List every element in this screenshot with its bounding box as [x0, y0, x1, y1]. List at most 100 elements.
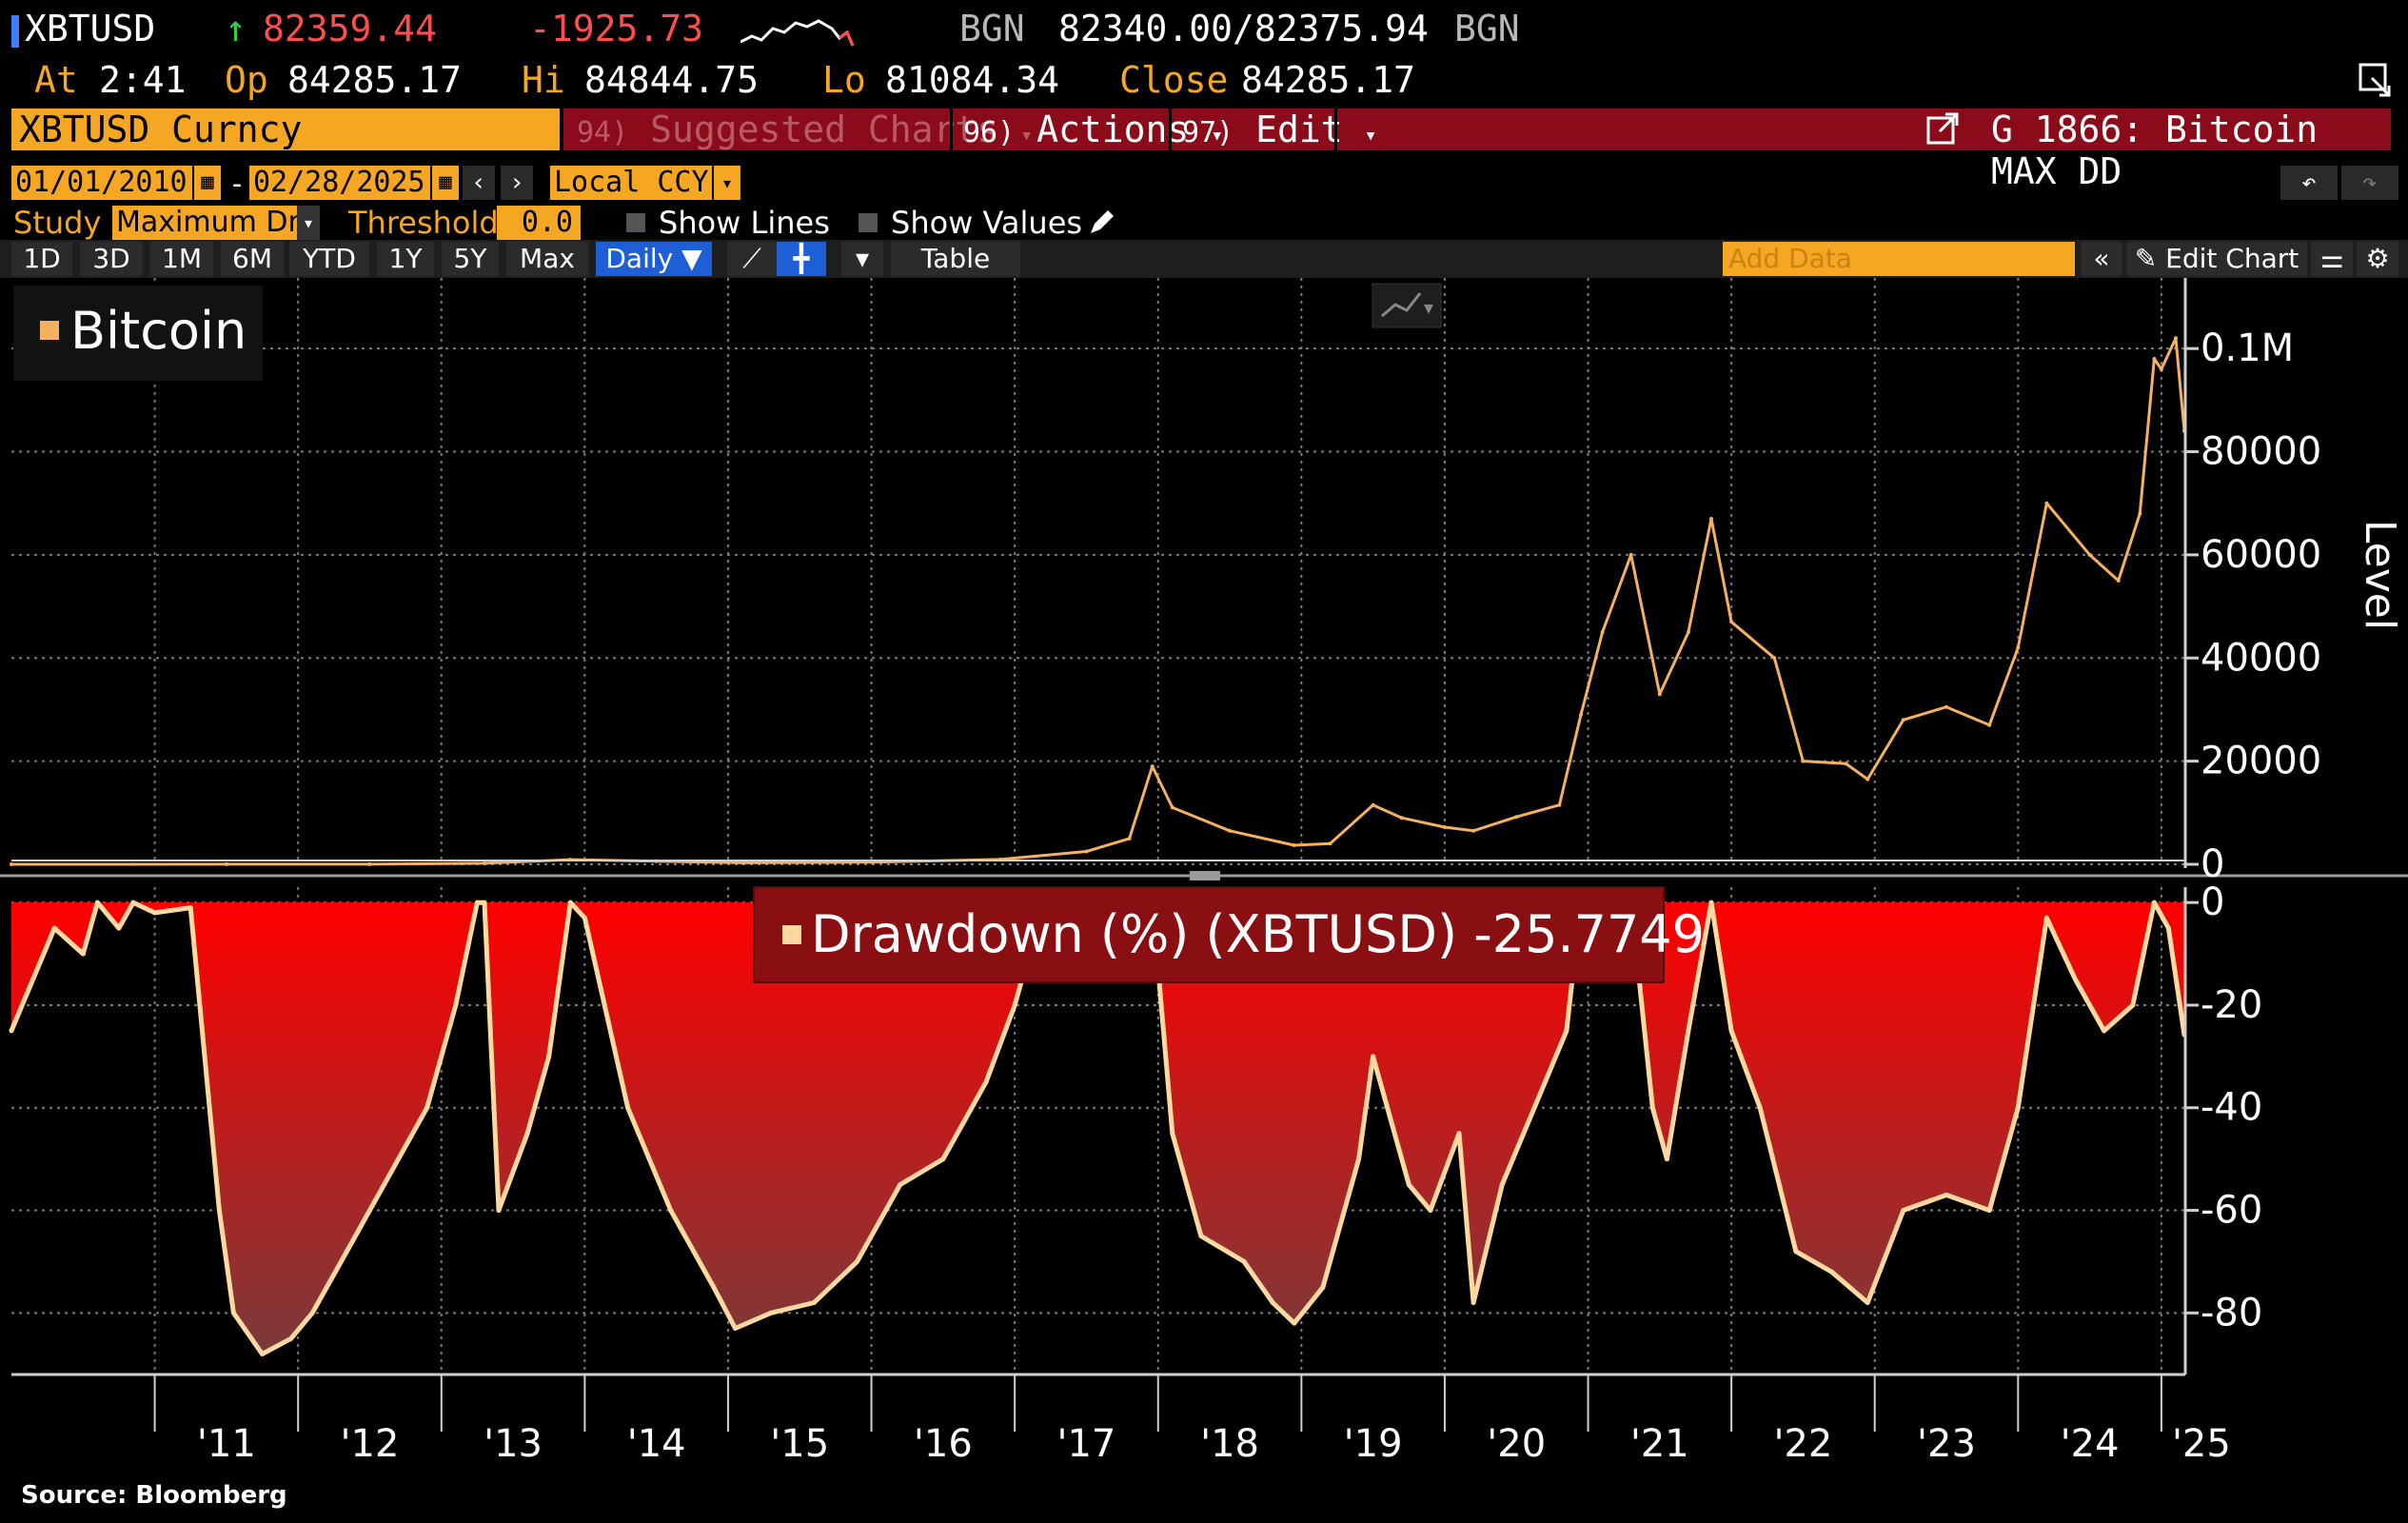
chart-type-button[interactable] [1372, 283, 1442, 328]
period-button-1m[interactable]: 1M [150, 242, 213, 276]
drawdown-point [2151, 900, 2157, 905]
share-icon[interactable] [2357, 61, 2395, 99]
period-button-3d[interactable]: 3D [80, 242, 143, 276]
last-price: 82359.44 [263, 8, 438, 49]
bitcoin-price-point [10, 862, 13, 866]
currency-select[interactable]: Local CCY [550, 166, 712, 200]
ytick-label-lower: -80 [2201, 1291, 2262, 1335]
candle-icon[interactable]: ╋ [777, 242, 826, 276]
calendar-icon[interactable]: ▦ [432, 166, 459, 200]
study-label: Study [13, 205, 102, 241]
ytick-label-upper: 40000 [2201, 636, 2321, 680]
suggested-charts-menu[interactable]: 94) Suggested Charts ▾ [577, 109, 1033, 150]
previous-period-button[interactable]: ‹ [463, 166, 495, 200]
drawdown-point [1664, 1157, 1669, 1162]
xtick-label: '12 [341, 1422, 400, 1466]
drawdown-point [482, 900, 487, 905]
quote-time: 2:41 [99, 59, 187, 101]
chevron-down-icon[interactable]: ▾ [714, 166, 740, 200]
legend-bitcoin-swatch [40, 321, 59, 340]
panel-resize-handle[interactable] [1190, 871, 1220, 880]
end-date-field[interactable]: 02/28/2025 [249, 166, 430, 200]
drawdown-point [1649, 1105, 1655, 1111]
chart-area: 0 20000 40000 60000 80000 0.1M 0 -20 -40 -60 -80 Le… [0, 278, 2408, 1466]
launch-icon[interactable] [1924, 110, 1963, 148]
drawdown-point [152, 910, 158, 916]
study-select[interactable]: Maximum Dr [112, 206, 303, 240]
chevron-down-icon: ▾ [1424, 296, 1433, 319]
drawdown-area [11, 902, 2184, 1355]
ticker-symbol[interactable]: XBTUSD [25, 8, 156, 49]
add-data-input[interactable]: Add Data [1723, 242, 2075, 276]
y-axis-title: Level [2356, 520, 2404, 630]
legend-drawdown-box[interactable] [753, 886, 1665, 983]
legend-bitcoin-label: Bitcoin [70, 301, 247, 361]
bitcoin-price-point [1686, 630, 1690, 635]
open-label: Op [225, 59, 268, 101]
drawdown-point [811, 1300, 817, 1305]
security-field[interactable]: XBTUSD Curncy [11, 109, 560, 150]
source-footer: Source: Bloomberg [21, 1481, 287, 1510]
xtick-label: '15 [770, 1422, 829, 1466]
redo-icon[interactable]: ↷ [2341, 166, 2398, 200]
bid-ask-source: BGN [1454, 8, 1520, 49]
frequency-select[interactable]: Daily ▼ [596, 242, 712, 276]
period-button-1y[interactable]: 1Y [377, 242, 434, 276]
ytick-label-lower: -40 [2201, 1086, 2262, 1130]
bitcoin-price-point [1901, 718, 1905, 722]
period-button-6m[interactable]: 6M [221, 242, 284, 276]
xtick-label: '25 [2172, 1422, 2231, 1466]
table-button[interactable]: Table [891, 242, 1020, 276]
threshold-input[interactable]: 0.0 [497, 206, 581, 240]
calendar-icon[interactable]: ▦ [194, 166, 221, 200]
actions-number: 96) [963, 116, 1016, 149]
show-values-checkbox[interactable] [859, 213, 878, 232]
drawdown-point [668, 1208, 674, 1213]
sparkline-icon [740, 19, 855, 47]
start-date-field[interactable]: 01/01/2010 [11, 166, 192, 200]
drawdown-point [1542, 1079, 1548, 1085]
next-period-button[interactable]: › [501, 166, 533, 200]
collapse-icon[interactable]: « [2081, 242, 2122, 276]
settings-icon[interactable]: ⚙ [2357, 242, 2398, 276]
bitcoin-price-point [224, 861, 228, 866]
period-button-5y[interactable]: 5Y [442, 242, 499, 276]
chevron-down-icon: ▾ [1364, 124, 1377, 148]
bitcoin-price-point [1084, 849, 1089, 854]
bitcoin-price-point [1442, 825, 1447, 829]
drawdown-point [524, 1131, 530, 1137]
xtick-label: '22 [1773, 1422, 1832, 1466]
edit-chart-button[interactable]: ✎ Edit Chart [2126, 242, 2307, 276]
drawdown-point [260, 1351, 265, 1356]
bitcoin-price-point [1150, 764, 1155, 769]
period-button-max[interactable]: Max [506, 242, 588, 276]
drawdown-point [1686, 1028, 1691, 1034]
pencil-icon[interactable] [1085, 207, 1117, 239]
chart-settings-icon[interactable]: ⚌ [2311, 242, 2353, 276]
drawdown-point [130, 900, 136, 905]
bitcoin-price-point [1987, 722, 1992, 727]
actions-menu[interactable]: 96) Actions ▾ [963, 109, 1223, 150]
ytick-label-lower: -60 [2201, 1189, 2262, 1233]
drawdown-point [1757, 1105, 1763, 1111]
legend-drawdown-label: Drawdown (%) (XBTUSD) -25.7749 [811, 904, 1705, 964]
drawdown-point [1793, 1249, 1799, 1255]
period-button-ytd[interactable]: YTD [289, 242, 369, 276]
undo-icon[interactable]: ↶ [2280, 166, 2338, 200]
chevron-down-icon[interactable]: ▾ [297, 206, 320, 240]
line-chart-icon[interactable]: ⟋ [727, 242, 777, 276]
drawdown-point [1198, 1234, 1204, 1238]
show-lines-checkbox[interactable] [626, 213, 645, 232]
bitcoin-price-line [10, 336, 2186, 866]
study-row: Study Maximum Dr ▾ Threshold 0.0 Show Li… [0, 204, 2408, 242]
open-price: 84285.17 [287, 59, 463, 101]
edit-menu[interactable]: 97) Edit ▾ [1182, 109, 1377, 150]
drawdown-point [1292, 1320, 1297, 1326]
bitcoin-price-point [1729, 620, 1734, 624]
bitcoin-price-point [2016, 645, 2021, 650]
period-button-1d[interactable]: 1D [11, 242, 72, 276]
bitcoin-price-point [1579, 712, 1583, 717]
line-chart-icon [1381, 292, 1422, 318]
bitcoin-price-point [1944, 704, 1948, 709]
chevron-down-icon[interactable]: ▾ [841, 242, 883, 276]
